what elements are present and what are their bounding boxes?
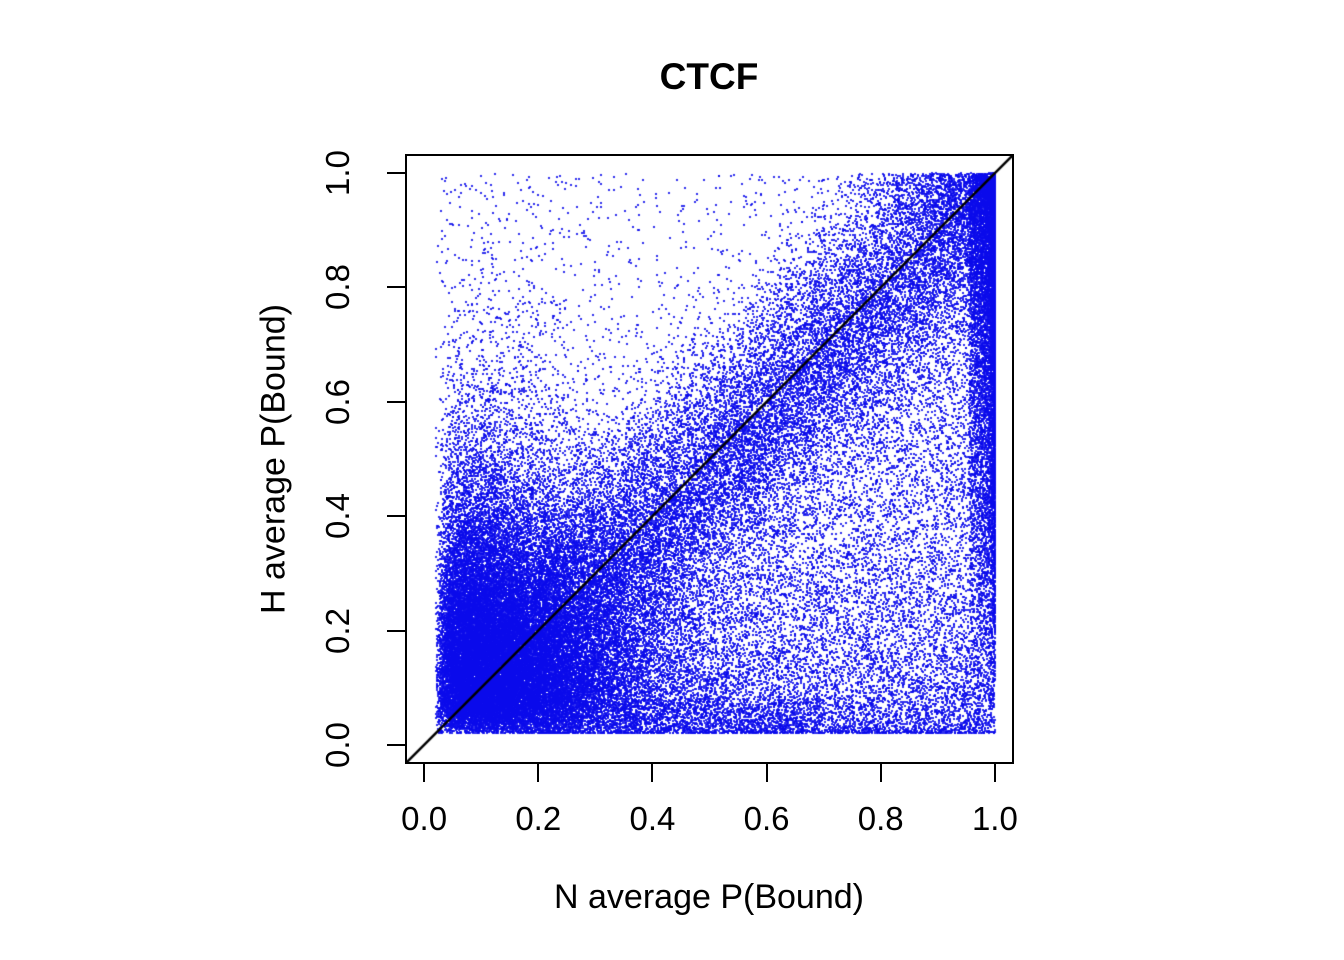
y-axis-tick xyxy=(387,515,405,518)
x-axis-tick xyxy=(993,764,996,782)
y-axis-tick-label: 0.6 xyxy=(319,378,356,425)
x-axis-tick-label: 0.6 xyxy=(743,800,790,837)
x-axis-tick xyxy=(651,764,654,782)
x-axis-tick xyxy=(879,764,882,782)
x-axis-tick xyxy=(765,764,768,782)
plot-area xyxy=(405,154,1014,764)
y-axis-tick-label: 0.0 xyxy=(319,721,356,768)
y-axis-tick xyxy=(387,629,405,632)
x-axis-tick-label: 1.0 xyxy=(971,800,1018,837)
x-axis-tick-label: 0.2 xyxy=(515,800,562,837)
x-axis-tick-label: 0.4 xyxy=(629,800,676,837)
y-axis-tick xyxy=(387,743,405,746)
x-axis-tick-label: 0.8 xyxy=(857,800,904,837)
y-axis-label: H average P(Bound) xyxy=(254,304,293,614)
x-axis-tick xyxy=(537,764,540,782)
x-axis-tick-label: 0.0 xyxy=(401,800,448,837)
x-axis-label: N average P(Bound) xyxy=(554,878,864,916)
x-axis-tick xyxy=(423,764,426,782)
y-axis-tick-label: 0.8 xyxy=(319,264,356,311)
y-axis-tick xyxy=(387,172,405,175)
y-axis-tick-label: 1.0 xyxy=(319,150,356,197)
scatter-canvas xyxy=(407,156,1012,762)
y-axis-tick-label: 0.4 xyxy=(319,493,356,540)
y-axis-tick-label: 0.2 xyxy=(319,607,356,654)
chart-title: CTCF xyxy=(659,56,759,97)
y-axis-tick xyxy=(387,286,405,289)
y-axis-tick xyxy=(387,400,405,403)
